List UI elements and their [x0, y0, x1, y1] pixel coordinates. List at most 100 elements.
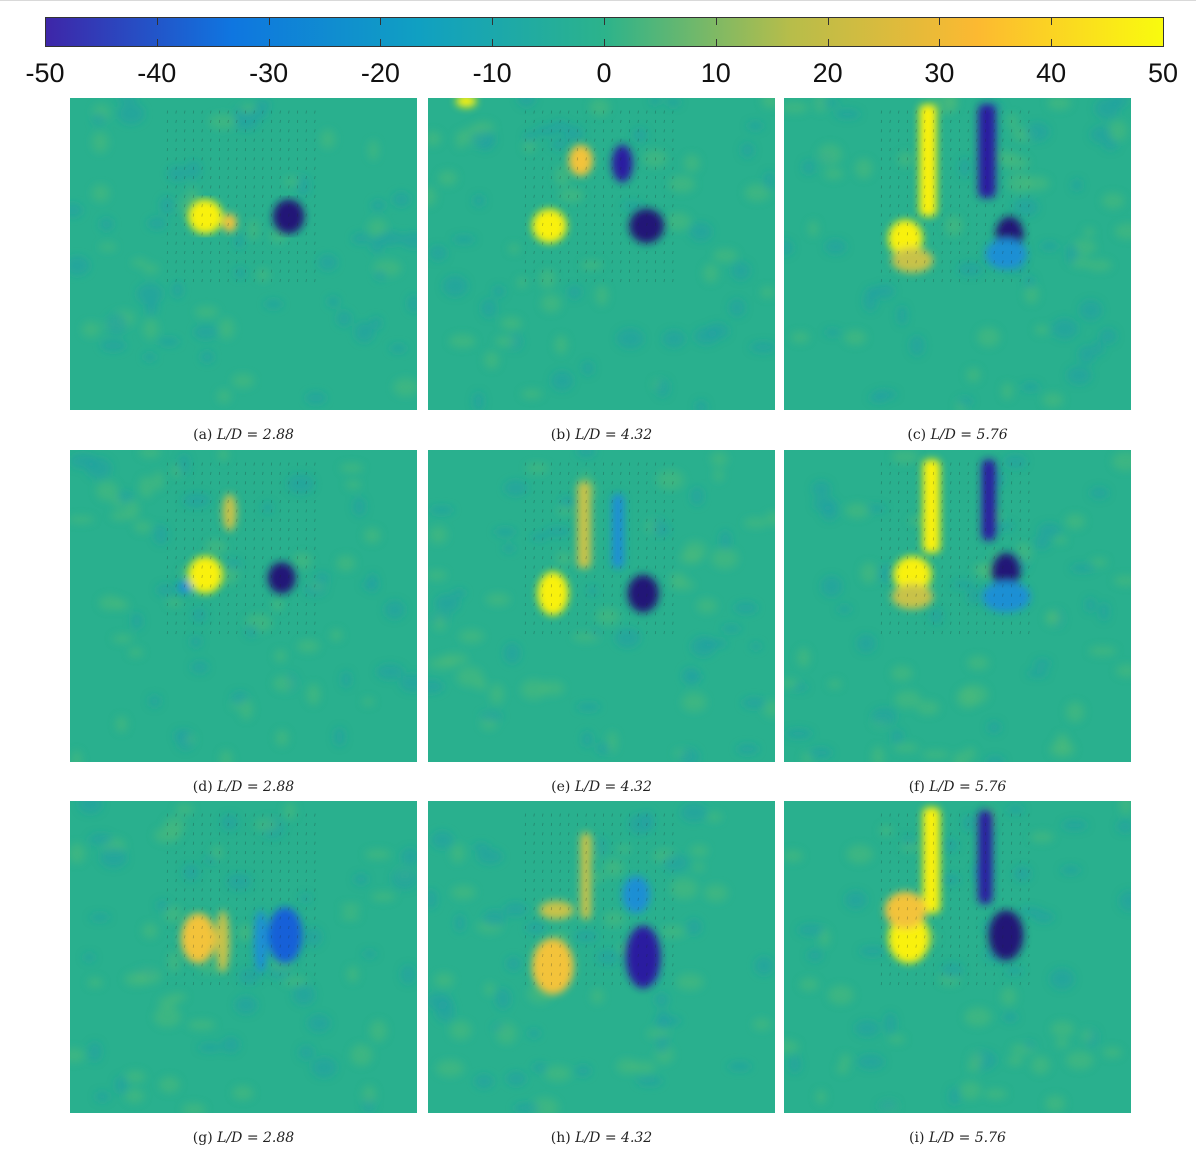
panel-caption: (d) L/D = 2.88	[70, 779, 417, 795]
vortex-blob	[922, 459, 941, 553]
vortex-structures	[537, 481, 659, 616]
vorticity-field	[70, 98, 417, 410]
vorticity-panel-e	[428, 450, 775, 762]
vortex-blob	[272, 199, 305, 234]
vortex-blob	[988, 910, 1024, 961]
colorbar-tick-mark	[492, 17, 494, 25]
vortex-structures	[187, 199, 305, 234]
colorbar-tick-mark	[604, 39, 605, 47]
field-noise	[70, 450, 417, 762]
colorbar-tick-mark	[380, 39, 382, 47]
vorticity-field	[428, 98, 775, 410]
colorbar-tick-label: -30	[249, 58, 289, 88]
velocity-vectors	[880, 110, 1030, 283]
vortex-structures	[884, 807, 1024, 964]
vortex-structures	[532, 832, 661, 995]
vortex-structures	[891, 459, 1031, 613]
field-noise	[428, 803, 774, 1113]
vorticity-field	[784, 98, 1131, 410]
panel-caption: (e) L/D = 4.32	[428, 779, 775, 795]
panel-caption: (h) L/D = 4.32	[428, 1130, 775, 1146]
panel-label: (b)	[550, 427, 571, 443]
vorticity-field	[784, 450, 1131, 762]
vortex-blob	[981, 581, 1031, 613]
colorbar-tick-label: 50	[1147, 58, 1179, 88]
panel-label: (h)	[550, 1130, 571, 1146]
panel-label: (g)	[192, 1130, 213, 1146]
vortex-blob	[577, 481, 592, 569]
vortex-blob	[187, 199, 223, 234]
vortex-blob	[177, 581, 192, 594]
velocity-vectors	[166, 813, 316, 986]
field-background	[428, 450, 775, 762]
vortex-blob	[537, 571, 569, 616]
colorbar-tick-label: 30	[924, 58, 955, 88]
vortex-structures	[455, 98, 664, 244]
panel-label: (i)	[909, 1130, 925, 1146]
colorbar-tick-mark	[380, 17, 382, 25]
colorbar-tick-mark	[156, 17, 158, 25]
colorbar-tick-mark	[156, 39, 158, 47]
field-noise	[70, 801, 417, 1113]
vortex-blob	[622, 875, 651, 914]
colorbar-section: -50 -40 -30 -20 -10 0 10 20 30 40 50	[0, 0, 1196, 100]
vorticity-field	[70, 801, 417, 1113]
vortex-blob	[568, 144, 593, 176]
velocity-vectors	[880, 462, 1030, 635]
colorbar-tick-mark	[492, 39, 494, 47]
colorbar-tick-mark	[1051, 39, 1053, 47]
velocity-vectors	[166, 110, 316, 283]
vortex-blob	[919, 104, 937, 217]
panel-label: (a)	[193, 427, 213, 443]
vortex-blob	[532, 208, 567, 244]
panel-caption: (g) L/D = 2.88	[70, 1130, 417, 1146]
vortex-blob	[891, 247, 934, 273]
field-noise	[70, 98, 417, 405]
vorticity-panel-g	[70, 801, 417, 1113]
vortex-blob	[181, 913, 216, 964]
vorticity-panel-h	[428, 801, 775, 1113]
colorbar-tick-label: 40	[1036, 58, 1067, 88]
panel-caption: (i) L/D = 5.76	[784, 1130, 1131, 1146]
colorbar-tick-mark	[939, 17, 941, 25]
vorticity-field	[428, 450, 775, 762]
field-noise	[428, 450, 775, 762]
vortex-blob	[267, 562, 296, 594]
vortex-blob	[893, 556, 932, 594]
velocity-vectors	[166, 462, 316, 635]
panel-caption: (b) L/D = 4.32	[428, 427, 775, 443]
colorbar-tick-mark	[1051, 17, 1053, 25]
colorbar-tick-label: -10	[472, 58, 512, 88]
vortex-structures	[181, 907, 303, 973]
vortex-blob	[625, 925, 661, 989]
panel-label: (e)	[551, 779, 571, 795]
vortex-blob	[222, 493, 237, 532]
vortex-structures	[177, 493, 296, 594]
vortex-blob	[580, 832, 592, 920]
vortex-blob	[888, 219, 923, 258]
vortex-blob	[992, 552, 1020, 591]
vortex-blob	[884, 891, 927, 929]
panel-expression: L/D = 5.76	[928, 1130, 1006, 1146]
panel-expression: L/D = 4.32	[574, 779, 652, 795]
colorbar-tick-label: -40	[137, 58, 177, 88]
colorbar-tick-mark	[827, 17, 829, 25]
vortex-blob	[532, 938, 574, 995]
vortex-blob	[267, 907, 303, 964]
vortex-blob	[891, 584, 934, 610]
colorbar-tick-label: -20	[360, 58, 400, 88]
panel-label: (f)	[908, 779, 925, 795]
vorticity-panel-a	[70, 98, 417, 410]
vortex-blob	[981, 459, 996, 541]
panel-label: (d)	[192, 779, 213, 795]
vorticity-field	[70, 450, 417, 762]
panel-expression: L/D = 4.32	[575, 427, 653, 443]
vortex-blob	[455, 98, 477, 108]
vortex-blob	[978, 810, 993, 904]
vortex-blob	[611, 144, 633, 183]
panel-expression: L/D = 5.76	[929, 779, 1007, 795]
velocity-vectors	[880, 813, 1030, 986]
colorbar-tick-label: -50	[25, 58, 65, 88]
vorticity-field	[784, 801, 1131, 1113]
